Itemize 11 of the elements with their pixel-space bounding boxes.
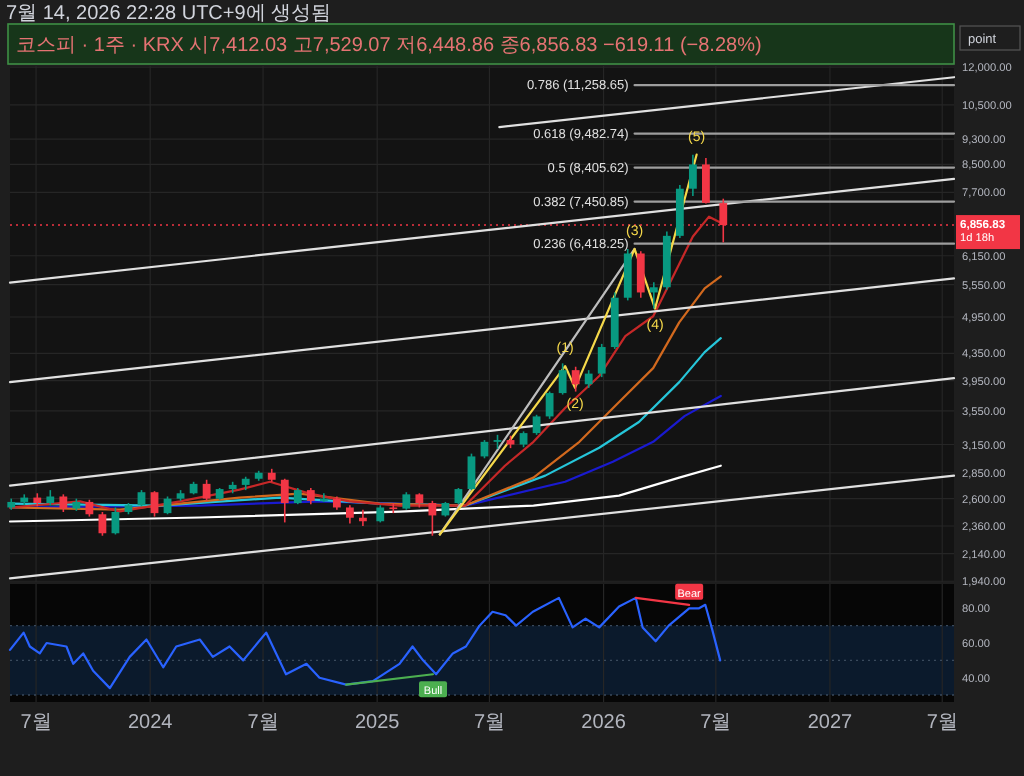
x-tick-label: 7월: [700, 712, 732, 734]
x-tick-label: 7월: [926, 712, 958, 734]
chart-subtitle: 7월 14, 2026 22:28 UTC+9에 생성됨: [6, 3, 332, 25]
x-tick-label: 2027: [807, 712, 854, 734]
x-tick-label: 2024: [127, 712, 174, 734]
chart-title: 코스피 · 1주 · KRX 시7,412.03 고7,529.07 저6,448.86 종6,856.83 −619.11 (−8.28%): [16, 35, 762, 57]
x-tick-label: 7월: [20, 712, 52, 734]
x-tick-label: 2026: [581, 712, 627, 734]
x-tick-label: 2025: [354, 712, 401, 734]
x-tick-label: 7월: [247, 712, 279, 734]
x-tick-label: 7월: [473, 712, 506, 734]
